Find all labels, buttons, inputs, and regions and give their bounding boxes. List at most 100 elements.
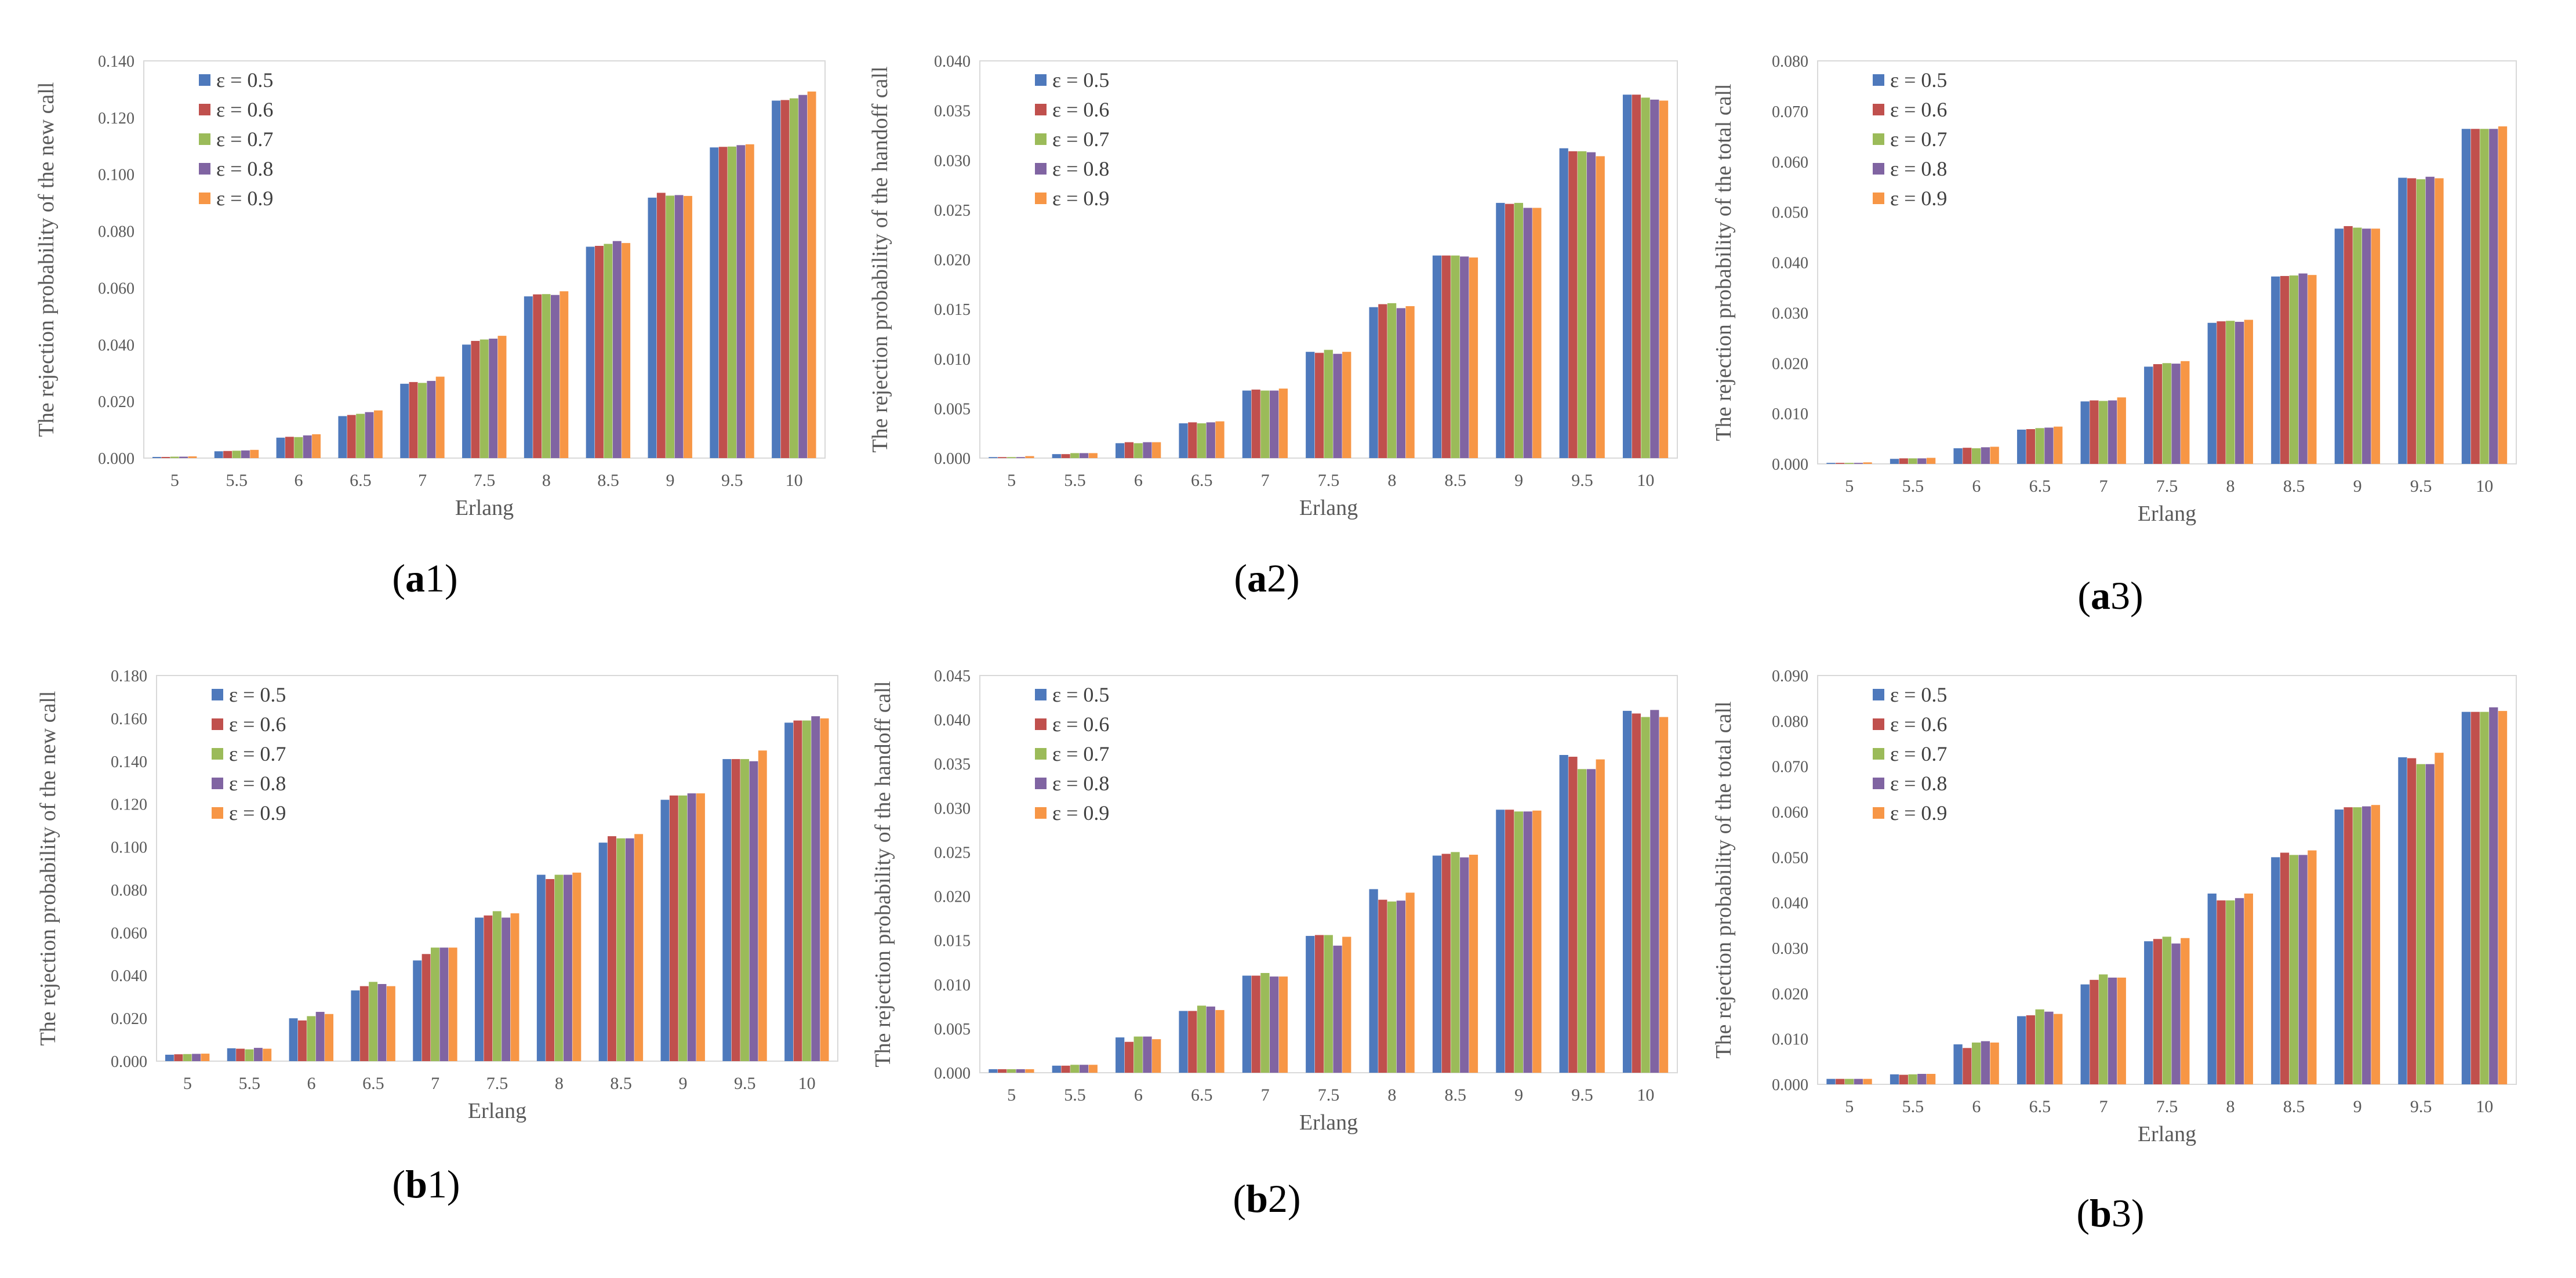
- y-tick-label: 0.030: [1772, 304, 1808, 322]
- bar: [1863, 462, 1872, 464]
- bar: [678, 795, 688, 1061]
- bar: [536, 874, 546, 1061]
- bar: [2480, 129, 2489, 464]
- bar: [2298, 273, 2308, 464]
- legend-label: ε = 0.6: [1890, 98, 1947, 121]
- bar: [1826, 463, 1836, 464]
- x-tick-label: 6.5: [2029, 477, 2051, 496]
- bar: [338, 416, 347, 458]
- x-tick-label: 6.5: [2029, 1097, 2051, 1116]
- legend-label: ε = 0.6: [1052, 98, 1109, 121]
- bar: [439, 947, 449, 1061]
- y-tick-label: 0.010: [1772, 1031, 1808, 1049]
- legend-swatch: [1035, 104, 1047, 115]
- bar: [1215, 1010, 1225, 1073]
- x-tick-label: 6.5: [362, 1074, 384, 1093]
- bar: [1016, 1069, 1025, 1073]
- bar: [1088, 1065, 1098, 1073]
- bar: [2054, 426, 2063, 464]
- x-tick-label: 8.5: [2283, 1097, 2305, 1116]
- legend-swatch: [1035, 74, 1047, 86]
- bar: [312, 434, 321, 458]
- x-tick-label: 10: [2476, 1097, 2493, 1116]
- bar: [1143, 1036, 1152, 1073]
- x-tick-label: 6: [307, 1074, 316, 1093]
- bar: [2226, 900, 2235, 1084]
- y-tick-label: 0.070: [1772, 103, 1808, 121]
- bar: [1496, 202, 1505, 458]
- y-tick-label: 0.040: [934, 711, 971, 729]
- bar: [2371, 805, 2381, 1084]
- bar: [497, 336, 507, 458]
- bar: [546, 878, 555, 1061]
- x-tick-label: 6: [295, 471, 303, 490]
- bar: [772, 100, 781, 458]
- bar: [1971, 448, 1981, 464]
- bar: [315, 1012, 325, 1061]
- bar: [386, 986, 395, 1061]
- x-tick-label: 7.5: [2156, 1097, 2178, 1116]
- bar: [1016, 457, 1025, 458]
- bar: [1342, 351, 1351, 458]
- bar: [745, 144, 754, 459]
- y-tick-label: 0.080: [1772, 713, 1808, 731]
- bar: [740, 759, 749, 1061]
- legend-label: ε = 0.5: [1890, 683, 1947, 706]
- bar: [2334, 228, 2344, 464]
- bar: [1469, 855, 1478, 1073]
- legend-label: ε = 0.8: [229, 772, 286, 795]
- bar: [241, 450, 250, 458]
- y-tick-label: 0.015: [934, 932, 971, 950]
- x-tick-label: 5.5: [226, 471, 248, 490]
- x-tick-label: 10: [786, 471, 803, 490]
- legend-label: ε = 0.7: [1890, 742, 1947, 765]
- legend-label: ε = 0.9: [1890, 801, 1947, 825]
- chart-a3: 0.000 0.010 0.020 0.030 0.040 0.050 0.060 0.070…: [1712, 53, 2517, 618]
- legend-label: ε = 0.8: [216, 157, 273, 180]
- bar: [710, 147, 719, 459]
- bar: [174, 1054, 183, 1061]
- bar: [2080, 984, 2090, 1084]
- bar: [2398, 177, 2407, 464]
- bar: [1460, 857, 1469, 1073]
- bar: [989, 1069, 998, 1073]
- bar: [2398, 757, 2407, 1084]
- legend-label: ε = 0.9: [1890, 187, 1947, 210]
- bar: [780, 100, 790, 458]
- bar: [2044, 427, 2054, 464]
- y-tick-label: 0.020: [934, 252, 971, 270]
- x-tick-label: 9.5: [734, 1074, 756, 1093]
- bar: [2144, 366, 2153, 464]
- y-tick-label: 0.080: [1772, 53, 1808, 71]
- bar: [2289, 855, 2298, 1084]
- bar: [1432, 855, 1442, 1073]
- bar: [1314, 935, 1324, 1073]
- bar: [2162, 936, 2171, 1084]
- x-tick-label: 6: [1134, 471, 1143, 490]
- legend-label: ε = 0.5: [1052, 683, 1109, 706]
- bar: [214, 451, 223, 458]
- y-tick-label: 0.030: [934, 800, 971, 818]
- bar: [1079, 453, 1089, 458]
- legend-swatch: [1035, 163, 1047, 175]
- bar: [1070, 453, 1080, 458]
- x-tick-label: 10: [1637, 1085, 1654, 1105]
- bar: [758, 750, 767, 1061]
- legend-swatch: [1873, 104, 1884, 115]
- bar: [448, 947, 457, 1061]
- bar: [1242, 390, 1252, 458]
- y-axis-label: The rejection probability of the total c…: [1712, 83, 1736, 441]
- legend-label: ε = 0.7: [1890, 128, 1947, 151]
- y-tick-label: 0.000: [934, 1065, 971, 1083]
- bar: [1568, 151, 1578, 459]
- bar: [165, 1054, 174, 1061]
- y-tick-label: 0.035: [934, 756, 971, 774]
- bar: [1460, 256, 1469, 458]
- y-tick-label: 0.030: [1772, 940, 1808, 958]
- x-tick-label: 8.5: [597, 471, 619, 490]
- bar: [1007, 457, 1016, 458]
- bar: [285, 437, 294, 458]
- bar: [1451, 255, 1460, 458]
- bar: [2017, 1016, 2026, 1084]
- x-tick-label: 9: [666, 471, 674, 490]
